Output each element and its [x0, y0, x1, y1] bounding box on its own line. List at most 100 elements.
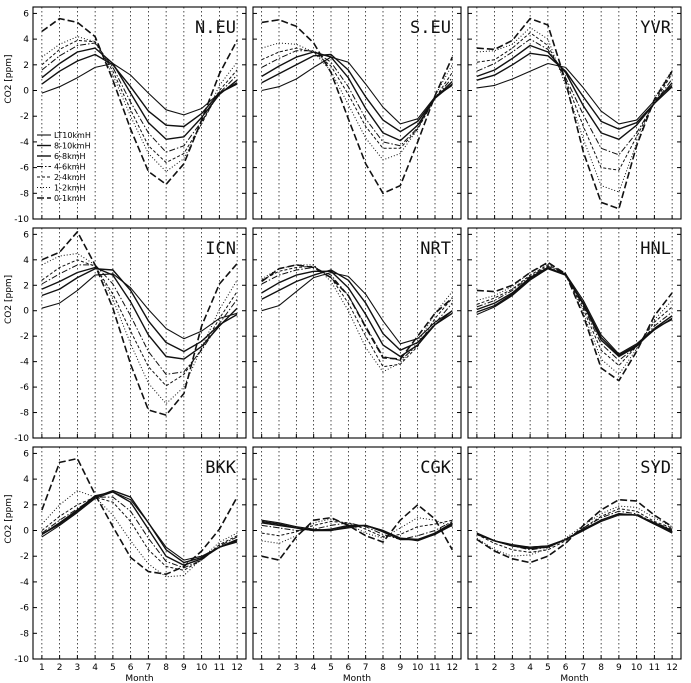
- x-tick-label: 11: [429, 663, 440, 673]
- series-line-4-6kmH: [41, 496, 238, 569]
- series-line-1-2kmH: [261, 517, 453, 544]
- y-tick-label: -4: [20, 138, 29, 148]
- series-line-0-1kmH: [41, 231, 238, 416]
- series-line-8-10kmH: [476, 268, 673, 356]
- series-line-6-8kmH: [476, 266, 673, 358]
- series-line-LT10kmH: [41, 62, 238, 116]
- y-tick-label: -8: [20, 189, 29, 199]
- panel-title: HNL: [640, 239, 671, 259]
- series-line-4-6kmH: [261, 521, 453, 540]
- series-line-8-10kmH: [476, 52, 673, 130]
- series-line-2-4kmH: [261, 265, 453, 368]
- panel-frame: [252, 6, 462, 220]
- y-tick-label: 0: [23, 527, 29, 537]
- y-tick-label: -10: [14, 434, 29, 444]
- y-tick-label: -6: [20, 164, 29, 174]
- series-line-6-8kmH: [41, 491, 238, 566]
- x-tick-label: 6: [128, 663, 134, 673]
- panel-frame: [32, 446, 247, 660]
- x-tick-label: 10: [196, 663, 208, 673]
- series-line-LT10kmH: [261, 271, 453, 345]
- y-tick-label: -2: [20, 112, 29, 122]
- y-tick-label: 4: [23, 256, 29, 266]
- legend-entry: 6-8kmH: [54, 152, 86, 161]
- x-tick-label: 2: [57, 663, 63, 673]
- x-tick-label: 4: [527, 663, 533, 673]
- y-tick-label: 6: [23, 449, 29, 459]
- x-tick-label: 12: [231, 663, 242, 673]
- legend-entry: 0-1kmH: [54, 194, 86, 203]
- y-axis-label: CO2 [ppm]: [4, 275, 14, 324]
- panel-title: CGK: [420, 458, 451, 478]
- series-line-2-4kmH: [261, 519, 453, 538]
- x-tick-label: 8: [380, 663, 386, 673]
- series-line-0-1kmH: [261, 503, 453, 561]
- x-tick-label: 4: [92, 663, 98, 673]
- panel-title: ICN: [205, 239, 236, 259]
- x-tick-label: 12: [666, 663, 677, 673]
- y-tick-label: -8: [20, 409, 29, 419]
- panel-title: BKK: [205, 458, 236, 478]
- series-line-LT10kmH: [476, 62, 673, 125]
- series-line-2-4kmH: [476, 32, 673, 171]
- x-tick-label: 1: [39, 663, 45, 673]
- legend-entry: 8-10kmH: [54, 142, 91, 151]
- series-line-1-2kmH: [476, 505, 673, 557]
- panel-title: YVR: [640, 18, 671, 38]
- panel-title: N.EU: [195, 18, 236, 38]
- series-line-LT10kmH: [476, 268, 673, 355]
- series-line-1-2kmH: [41, 490, 238, 578]
- panel-frame: [32, 227, 247, 439]
- x-tick-label: 8: [598, 663, 604, 673]
- panel-frame: [467, 6, 682, 220]
- x-tick-label: 7: [581, 663, 587, 673]
- series-line-1-2kmH: [476, 27, 673, 193]
- series-line-8-10kmH: [41, 53, 238, 128]
- panel-seu: S.EU: [252, 6, 462, 220]
- legend-entry: 2-4kmH: [54, 173, 86, 182]
- legend-entry: 4-6kmH: [54, 163, 86, 172]
- series-line-4-6kmH: [476, 510, 673, 551]
- series-line-6-8kmH: [41, 266, 238, 360]
- series-line-8-10kmH: [261, 53, 453, 133]
- x-tick-label: 11: [649, 663, 660, 673]
- panel-title: S.EU: [410, 18, 451, 38]
- y-tick-label: -10: [14, 215, 29, 225]
- y-tick-label: -6: [20, 604, 29, 614]
- series-line-4-6kmH: [41, 264, 238, 375]
- y-tick-label: -2: [20, 552, 29, 562]
- y-tick-label: 4: [23, 35, 29, 45]
- x-tick-label: 3: [293, 663, 299, 673]
- x-tick-label: 2: [492, 663, 498, 673]
- series-line-8-10kmH: [41, 490, 238, 564]
- y-tick-label: -4: [20, 578, 29, 588]
- panel-icn: 6 4 2 0 -2 -4 -6 -8 -10 CO2 [ppm] ICN: [4, 227, 247, 444]
- panel-yvr: YVR: [467, 6, 682, 220]
- series-line-0-1kmH: [476, 17, 673, 210]
- panel-neu: 6 4 2 0 -2 -4 -6 -8 -10 CO2 [ppm] N.EU LT10kmH 8-10k…: [4, 6, 247, 225]
- panel-frame: [252, 446, 462, 660]
- x-tick-label: 9: [397, 663, 403, 673]
- x-tick-label: 6: [563, 663, 569, 673]
- series-line-8-10kmH: [41, 268, 238, 353]
- x-axis-label: Month: [125, 674, 153, 683]
- y-tick-label: 2: [23, 281, 29, 291]
- y-axis-label: CO2 [ppm]: [4, 54, 14, 103]
- series-line-LT10kmH: [41, 491, 238, 561]
- x-tick-label: 1: [474, 663, 480, 673]
- panel-frame: [467, 446, 682, 660]
- x-axis-label: Month: [343, 674, 371, 683]
- x-axis-label: Month: [560, 674, 588, 683]
- series-line-2-4kmH: [476, 264, 673, 366]
- y-tick-label: -2: [20, 332, 29, 342]
- series-line-2-4kmH: [41, 39, 238, 163]
- series-line-6-8kmH: [41, 47, 238, 141]
- series-line-0-1kmH: [476, 261, 673, 382]
- panel-frame: [252, 227, 462, 439]
- x-tick-label: 6: [345, 663, 351, 673]
